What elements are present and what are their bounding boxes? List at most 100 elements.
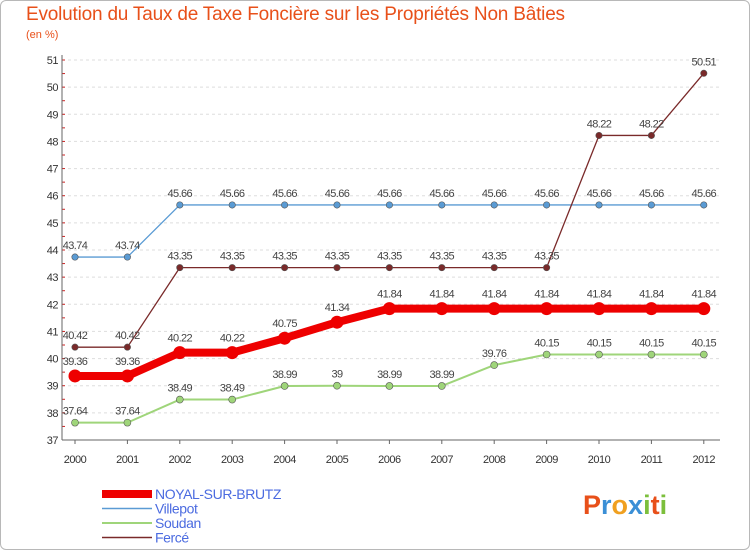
data-label: 41.84 — [534, 289, 559, 301]
data-point — [120, 369, 134, 383]
y-tick-label: 48 — [47, 136, 59, 148]
data-point — [281, 201, 289, 209]
data-label: 43.74 — [115, 240, 140, 252]
data-point — [595, 350, 603, 359]
data-label: 43.35 — [482, 251, 507, 263]
data-label: 45.66 — [534, 188, 559, 200]
logo-letter: P — [583, 490, 602, 520]
data-point — [176, 395, 184, 404]
data-label: 45.66 — [692, 188, 717, 200]
axes: 37 38 39 40 41 42 43 44 45 46 47 48 49 50 51 2000 2001 20… — [47, 55, 720, 466]
data-point — [176, 264, 184, 272]
data-label: 45.66 — [325, 188, 350, 200]
x-tick-label: 2010 — [588, 454, 611, 466]
data-label: 41.34 — [325, 302, 350, 314]
data-label: 40.15 — [587, 338, 612, 350]
data-label: 41.84 — [639, 289, 664, 301]
legend-item: Fercé — [102, 530, 190, 546]
x-tick-label: 2011 — [641, 454, 663, 466]
data-label: 43.35 — [220, 251, 245, 263]
data-label: 41.84 — [430, 289, 455, 301]
logo-letter: i — [643, 490, 651, 520]
series-layer — [68, 69, 711, 427]
x-tick-label: 2007 — [431, 454, 454, 466]
data-point — [438, 201, 446, 209]
data-point — [68, 369, 82, 383]
data-label: 40.75 — [272, 318, 297, 330]
data-point — [385, 201, 393, 209]
data-point — [595, 131, 603, 139]
y-tick-label: 42 — [47, 299, 59, 311]
data-point — [647, 350, 656, 359]
data-label: 45.66 — [482, 188, 507, 200]
data-point — [382, 302, 396, 316]
data-point — [176, 201, 184, 209]
logo-letter: t — [650, 490, 660, 520]
x-tick-label: 2008 — [483, 454, 506, 466]
data-point — [333, 264, 341, 272]
data-label: 38.49 — [220, 383, 245, 395]
data-point — [543, 264, 551, 272]
series-ferc- — [71, 69, 708, 351]
data-label: 45.66 — [220, 188, 245, 200]
legend-label: Fercé — [155, 530, 189, 546]
data-point — [71, 343, 79, 351]
data-point — [228, 201, 236, 209]
data-point — [71, 253, 79, 261]
data-point — [123, 343, 131, 351]
x-tick-label: 2012 — [693, 454, 716, 466]
logo-letter: r — [601, 490, 612, 520]
x-tick-label: 2002 — [169, 454, 192, 466]
data-label: 40.15 — [534, 338, 559, 350]
data-point — [700, 201, 708, 209]
data-point — [385, 264, 393, 272]
data-point — [595, 201, 603, 209]
data-point — [123, 418, 132, 427]
data-label: 39 — [331, 369, 343, 381]
data-label: 39.36 — [115, 356, 140, 368]
data-point — [71, 418, 79, 427]
data-point — [281, 264, 289, 272]
x-tick-label: 2009 — [535, 454, 558, 466]
data-point — [543, 201, 551, 209]
data-label: 40.15 — [692, 338, 717, 350]
data-label: 40.22 — [168, 333, 193, 345]
legend-label: NOYAL-SUR-BRUTZ — [155, 486, 282, 502]
data-label: 45.66 — [587, 188, 612, 200]
x-tick-label: 2006 — [378, 454, 401, 466]
data-label: 48.22 — [639, 118, 664, 130]
data-label: 37.64 — [115, 406, 140, 418]
data-point — [385, 382, 394, 390]
chart-title: Evolution du Taux de Taxe Foncière sur l… — [26, 4, 565, 25]
data-label: 48.22 — [587, 118, 612, 130]
data-label: 43.35 — [430, 251, 455, 263]
data-label: 39.36 — [63, 356, 88, 368]
data-point — [333, 381, 341, 390]
x-tick-label: 2001 — [116, 454, 139, 466]
data-point — [644, 302, 658, 316]
y-tick-label: 50 — [47, 82, 59, 94]
data-point — [278, 331, 292, 345]
data-label: 45.66 — [272, 188, 297, 200]
y-tick-label: 38 — [47, 408, 59, 420]
data-label: 40.22 — [220, 333, 245, 345]
data-label: 43.35 — [377, 251, 402, 263]
legend-item: Soudan — [102, 515, 201, 531]
data-label: 45.66 — [168, 188, 193, 200]
data-point — [487, 302, 501, 316]
x-tick-label: 2004 — [273, 454, 296, 466]
y-tick-label: 41 — [47, 326, 59, 338]
data-point — [490, 264, 498, 272]
data-label: 45.66 — [377, 188, 402, 200]
y-tick-label: 49 — [47, 109, 59, 121]
series-line — [75, 204, 704, 258]
data-label: 43.74 — [63, 240, 88, 252]
data-label: 38.49 — [168, 383, 193, 395]
data-label: 40.42 — [115, 330, 140, 342]
data-point — [542, 350, 551, 359]
logo-letter: i — [659, 490, 668, 520]
y-tick-label: 40 — [47, 354, 59, 366]
y-tick-label: 37 — [47, 435, 59, 447]
